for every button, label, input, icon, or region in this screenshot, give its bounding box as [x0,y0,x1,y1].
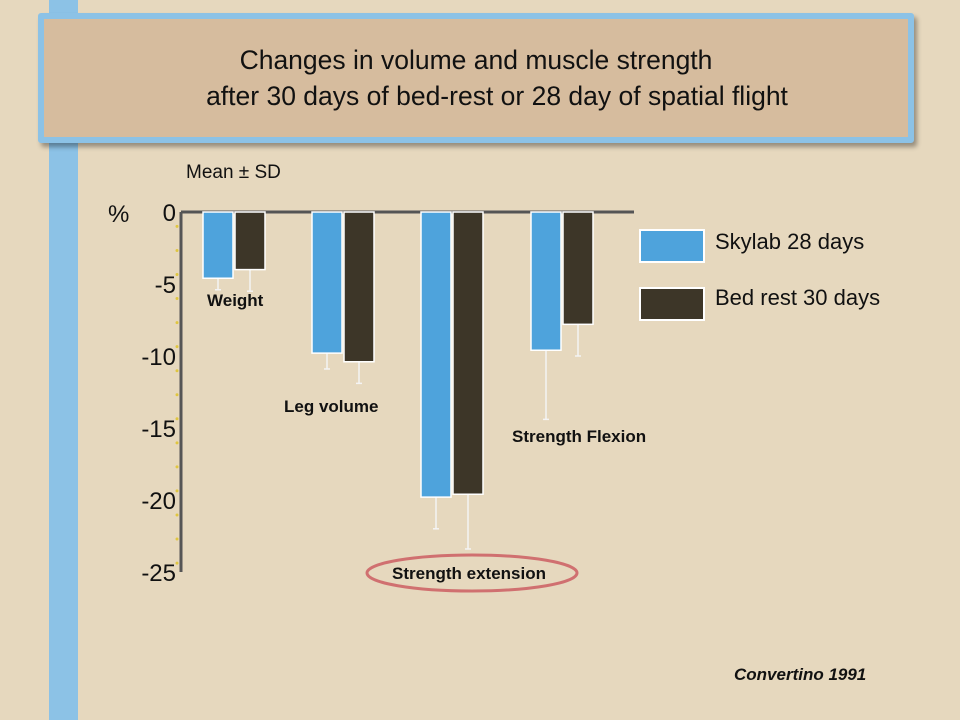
bar-bed-rest [452,211,484,495]
category-label: Leg volume [284,397,378,416]
chart-subtitle: Mean ± SD [186,162,281,183]
slide-title-line-1: Changes in volume and muscle strength [239,45,713,75]
citation: Convertino 1991 [734,665,867,684]
legend-label-bed-rest: Bed rest 30 days [715,285,881,310]
bar-bed-rest [234,211,266,271]
y-tick-label: -25 [141,560,176,587]
y-axis-minor-tick [175,321,179,325]
highlight-ellipse [365,553,579,593]
y-axis-minor-tick [175,248,179,252]
category-label: Weight [207,291,264,310]
bar-skylab [420,211,452,498]
y-axis-minor-tick [175,345,179,349]
title-box: Changes in volume and muscle strength af… [38,13,914,143]
legend-swatch-skylab [639,229,705,263]
bar-bed-rest [343,211,375,363]
y-axis-minor-tick [175,393,179,397]
y-axis-minor-tick [175,369,179,373]
y-axis-minor-tick [175,489,179,493]
y-tick-label: -10 [141,344,176,371]
bar-skylab [530,211,562,351]
category-label: Strength Flexion [512,427,646,446]
legend-item-skylab: Skylab 28 days [639,229,864,263]
y-axis-minor-tick [175,441,179,445]
legend-label-skylab: Skylab 28 days [715,229,865,254]
y-axis-minor-tick [175,417,179,421]
y-axis-minor-tick [175,537,179,541]
y-axis-minor-tick [175,513,179,517]
y-tick-label: -15 [141,416,176,443]
legend-item-bed-rest: Bed rest 30 days [639,285,881,321]
legend-swatch-bed-rest [639,287,705,321]
y-tick-label: -5 [155,272,176,299]
y-axis-minor-tick [175,224,179,228]
y-axis-minor-tick [175,465,179,469]
y-tick-label: 0 [163,200,176,227]
y-axis-minor-tick [175,561,179,565]
bar-bed-rest [562,211,594,326]
y-axis-label: % [108,201,129,228]
bar-skylab [311,211,343,354]
y-tick-label: -20 [141,488,176,515]
slide-title-line-2: after 30 days of bed-rest or 28 day of s… [206,81,788,111]
bar-skylab [202,211,234,279]
category-label: Strength extension [392,564,546,583]
y-axis-minor-tick [175,272,179,276]
y-axis-minor-tick [175,297,179,301]
